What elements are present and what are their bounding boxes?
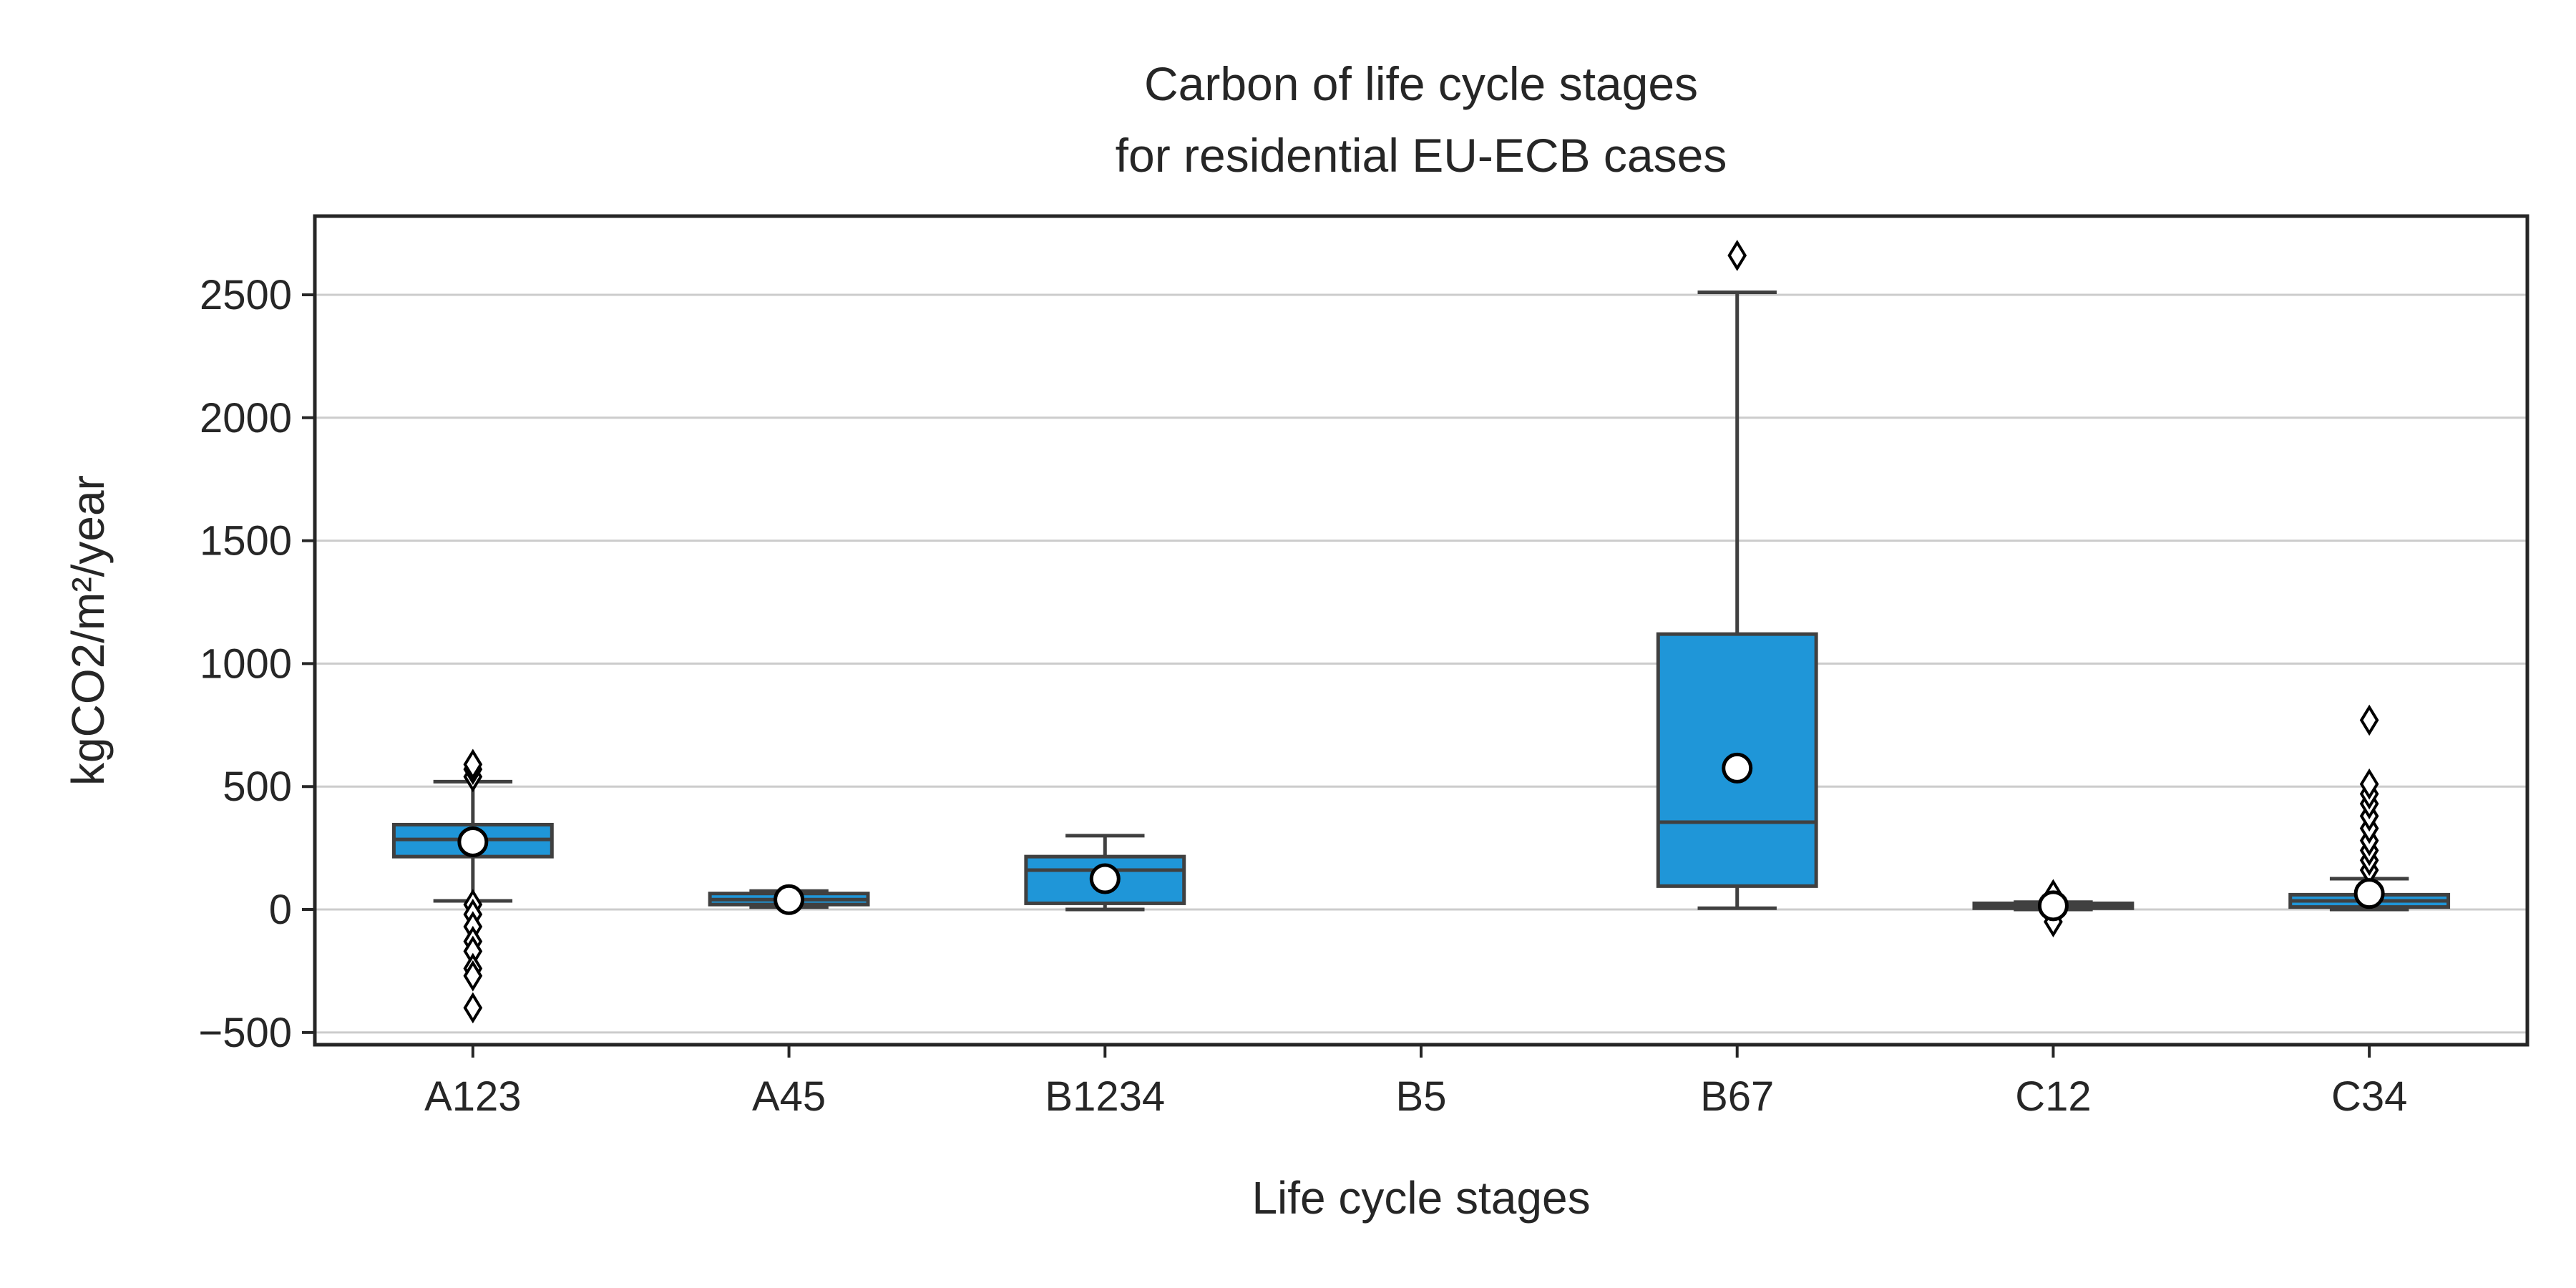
y-axis-label: kgCO2/m²/year [62,475,114,786]
outlier-marker [2359,768,2379,800]
mean-marker [2037,890,2069,922]
plot-frame [313,214,2529,1047]
y-tick-label: 2500 [200,272,292,318]
y-tick-label: 1500 [200,518,292,565]
x-tick-label: A45 [752,1073,826,1120]
chart-title-line-1: Carbon of life cycle stages [1144,57,1698,110]
box-group-c12 [1972,879,2135,938]
outlier-marker [463,748,483,781]
y-tick-label: −500 [198,1010,292,1056]
mean-marker [1722,752,1753,784]
x-tick-label: B5 [1396,1073,1447,1120]
y-tick-label: 2000 [200,395,292,441]
box-group-b1234 [1024,834,1186,912]
y-tick-label: 1000 [200,640,292,687]
box-group-b67 [1656,240,1818,910]
axis-ticks: −500 0 500 1000 1500 2000 2500 A123 A45 B1234 B5 B6… [198,272,2407,1120]
mean-marker [1089,863,1121,894]
outlier-marker [1727,240,1747,271]
x-tick-label: B67 [1700,1073,1774,1120]
grid-lines [315,293,2527,1034]
x-tick-label: A123 [424,1073,521,1120]
box-group-c34 [2288,704,2451,912]
mean-marker [2353,878,2385,909]
mean-marker [774,884,805,915]
iqr-box [1656,632,1818,888]
y-tick-label: 0 [269,887,292,933]
y-tick-label: 500 [223,763,292,810]
box-series [391,240,2451,1024]
outlier-marker [463,992,483,1024]
x-tick-label: B1234 [1045,1073,1165,1120]
x-axis-label: Life cycle stages [1252,1172,1590,1224]
outlier-marker [2359,704,2379,736]
outlier-marker [463,960,483,992]
box-group-a123 [391,748,554,1024]
box-group-a45 [708,884,870,915]
mean-marker [457,826,489,858]
chart-title-line-2: for residential EU-ECB cases [1116,129,1727,182]
x-tick-label: C34 [2331,1073,2407,1120]
x-tick-label: C12 [2015,1073,2091,1120]
